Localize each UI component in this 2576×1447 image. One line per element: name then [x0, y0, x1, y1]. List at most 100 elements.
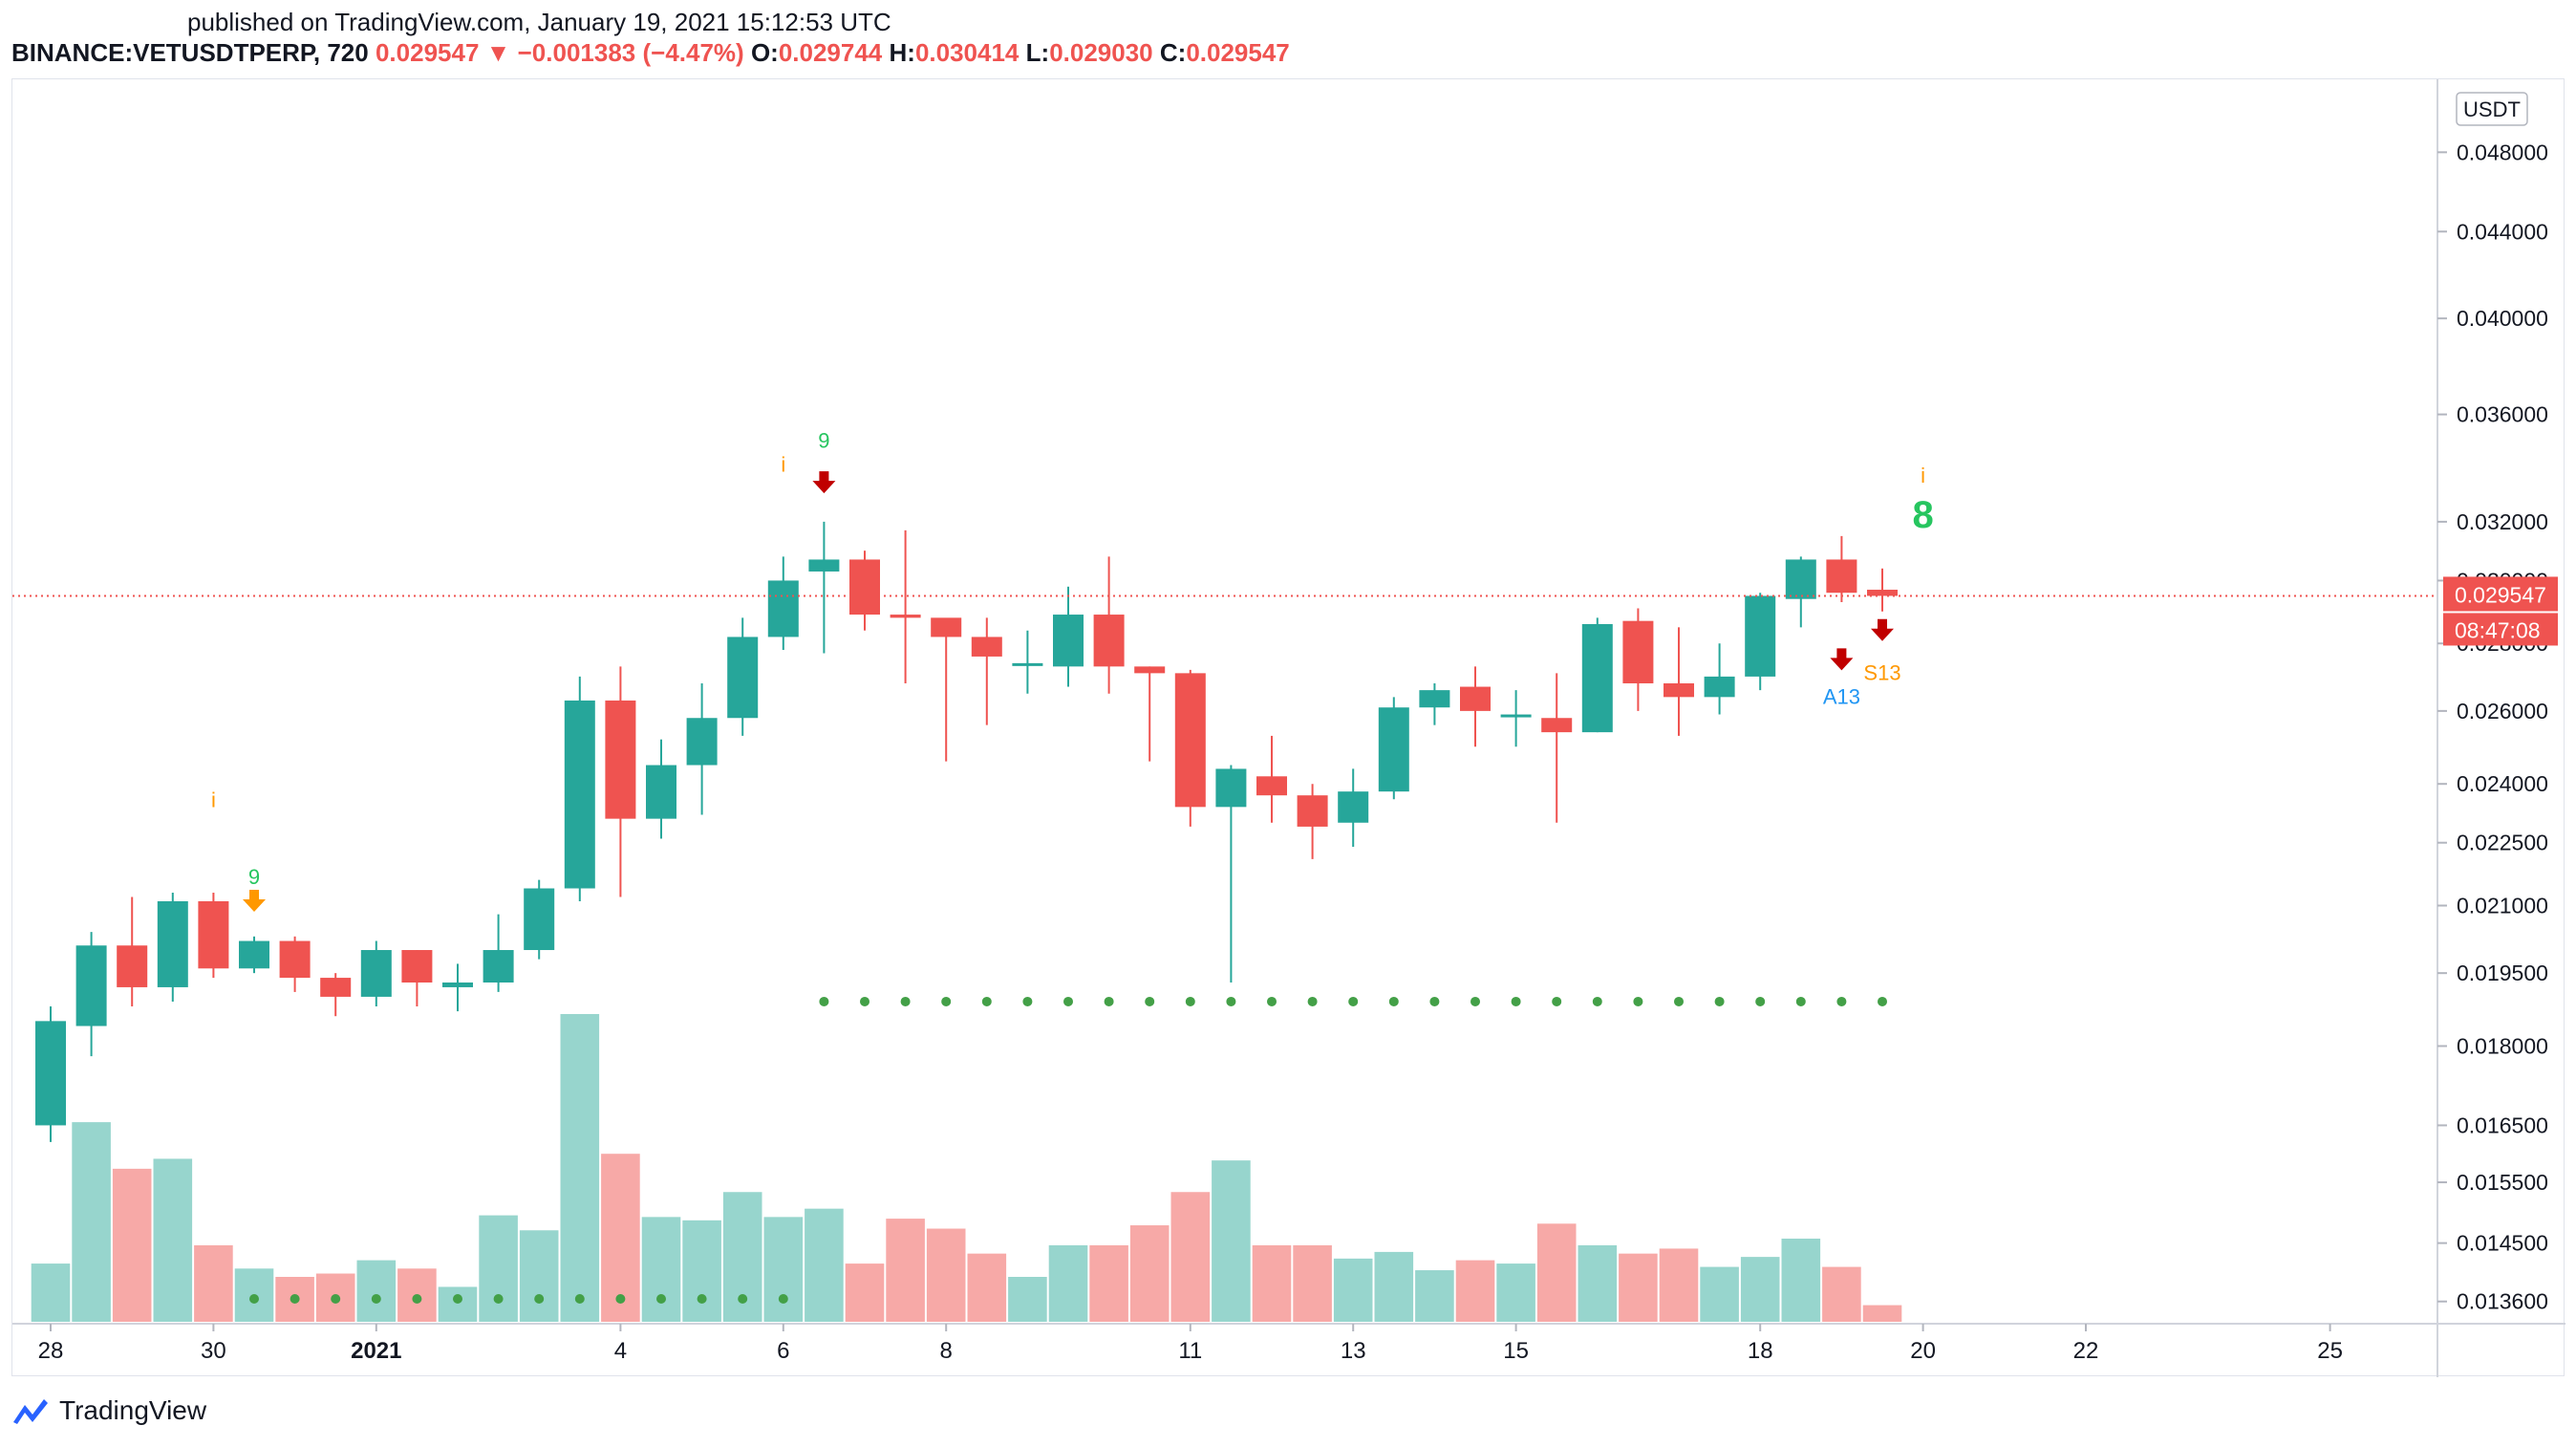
close-value: 0.029547: [1186, 38, 1290, 67]
candle-body: [1622, 620, 1654, 683]
volume-dot: [331, 1294, 341, 1304]
candle-body: [1093, 615, 1125, 667]
volume-dot: [493, 1294, 504, 1304]
support-dot: [1511, 996, 1521, 1006]
candle-body: [767, 580, 799, 637]
td-label: 8: [1912, 494, 1933, 536]
volume-bar: [1252, 1244, 1292, 1322]
price-tick-label: 0.019500: [2457, 961, 2548, 985]
candle-body: [1419, 690, 1450, 708]
volume-bar: [1008, 1277, 1047, 1322]
tradingview-logo[interactable]: TradingView: [11, 1395, 206, 1426]
volume-bar: [805, 1208, 844, 1322]
td-label: i: [211, 788, 216, 811]
countdown-tag-label: 08:47:08: [2455, 617, 2541, 642]
volume-bar: [194, 1244, 233, 1322]
candle-body: [1826, 559, 1857, 594]
support-dot: [860, 996, 869, 1006]
volume-bar: [153, 1158, 193, 1322]
volume-dot: [656, 1294, 666, 1304]
volume-bar: [1781, 1238, 1821, 1322]
volume-bar: [845, 1263, 885, 1322]
candle-body: [320, 978, 352, 997]
last-price-tag-label: 0.029547: [2455, 582, 2546, 607]
volume-bar: [112, 1168, 152, 1322]
volume-bar: [1333, 1258, 1373, 1322]
volume-bar: [1700, 1266, 1739, 1322]
candle-body: [524, 888, 555, 951]
td-down-arrow: [243, 889, 266, 912]
volume-layer: [31, 1014, 1902, 1322]
candle-body: [1541, 718, 1573, 733]
support-dot: [819, 996, 829, 1006]
candle-body: [1500, 714, 1532, 718]
support-dot: [1185, 996, 1195, 1006]
support-dot: [900, 996, 911, 1006]
candle-body: [605, 700, 636, 819]
td-down-arrow: [1871, 618, 1894, 641]
td-label: 9: [818, 429, 829, 453]
time-tick-label: 2021: [351, 1338, 401, 1364]
candle-body: [401, 950, 433, 983]
price-tick-label: 0.016500: [2457, 1112, 2548, 1137]
td-down-arrow: [1830, 648, 1854, 671]
volume-bar: [1415, 1270, 1454, 1322]
support-dot: [1145, 996, 1155, 1006]
candle-body: [931, 617, 962, 637]
support-dot: [1755, 996, 1766, 1006]
support-dot: [1795, 996, 1806, 1006]
candle-body: [890, 615, 921, 618]
high-label: H:: [889, 38, 915, 67]
price-tick-label: 0.026000: [2457, 699, 2548, 724]
symbol-legend: BINANCE:VETUSDTPERP, 720 0.029547 ▼ −0.0…: [11, 38, 1290, 68]
td-label: A13: [1823, 685, 1860, 709]
support-dot: [1552, 996, 1562, 1006]
high-value: 0.030414: [914, 38, 1020, 67]
candle-body: [686, 718, 718, 766]
candle-body: [1785, 559, 1816, 599]
dots-layer: [249, 996, 1887, 1304]
price-tick-label: 0.044000: [2457, 219, 2548, 244]
price-tick-label: 0.013600: [2457, 1289, 2548, 1314]
price-tick-label: 0.048000: [2457, 140, 2548, 164]
support-dot: [1348, 996, 1359, 1006]
price-tick-label: 0.024000: [2457, 771, 2548, 796]
volume-dot: [453, 1294, 462, 1304]
time-tick-label: 11: [1178, 1338, 1202, 1364]
support-dot: [1674, 996, 1684, 1006]
price-tick-label: 0.021000: [2457, 894, 2548, 918]
volume-bar: [356, 1260, 397, 1322]
candle-body: [442, 982, 473, 987]
candle-body: [1012, 662, 1043, 666]
last-price: 0.029547: [375, 38, 480, 67]
volume-bar: [886, 1219, 925, 1322]
support-dot: [1633, 996, 1643, 1006]
support-dot: [1226, 996, 1236, 1006]
chart-frame[interactable]: i 9 i 9 A13 S13 8 i 0.013600 0.014500 0.015500 0.0…: [11, 78, 2565, 1377]
support-dot: [1063, 996, 1073, 1006]
volume-bar: [641, 1217, 681, 1322]
candle-body: [849, 559, 880, 616]
volume-bar: [519, 1230, 559, 1322]
low-label: L:: [1025, 38, 1050, 67]
volume-dot: [249, 1294, 259, 1304]
last-price-tag: [2443, 576, 2558, 612]
price-tick-label: 0.018000: [2457, 1033, 2548, 1058]
support-dot: [1470, 996, 1480, 1006]
volume-bar: [926, 1228, 966, 1322]
candle-body: [1581, 624, 1613, 733]
candle-body: [1174, 673, 1206, 808]
volume-bar: [763, 1217, 804, 1322]
brand-name: TradingView: [59, 1395, 207, 1425]
support-dot: [1104, 996, 1114, 1006]
volume-dot: [615, 1294, 626, 1304]
support-dot: [1592, 996, 1602, 1006]
candle-body: [1867, 590, 1898, 596]
candle-body: [198, 900, 229, 969]
volume-bar: [1496, 1263, 1535, 1322]
candle-body: [1297, 795, 1328, 827]
support-dot: [981, 996, 992, 1006]
volume-dot: [574, 1294, 585, 1304]
